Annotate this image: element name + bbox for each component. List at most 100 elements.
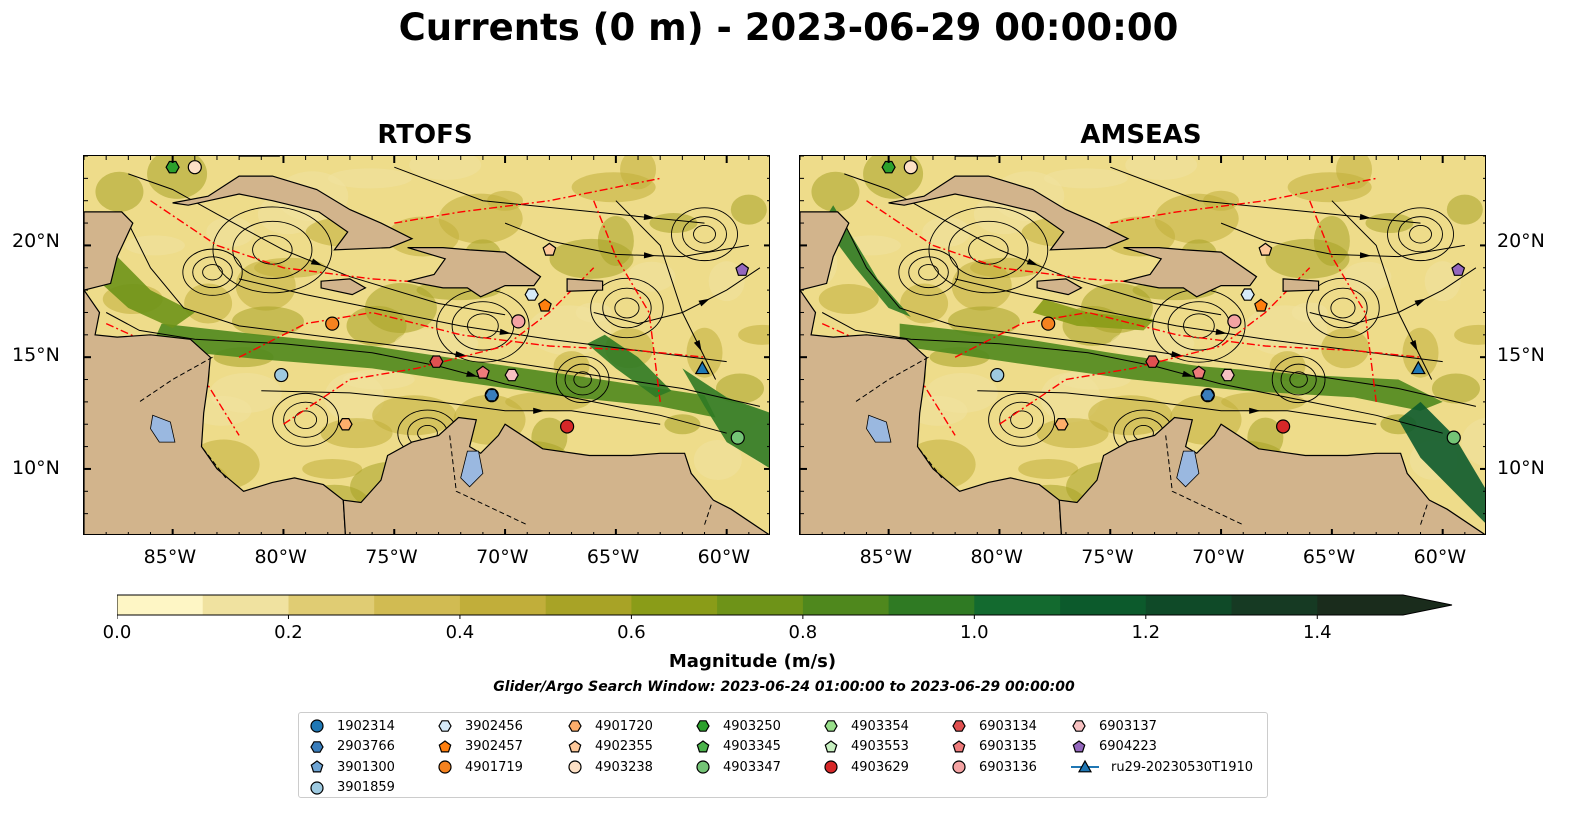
legend-label: 3901300	[337, 759, 395, 775]
colorbar-bin	[888, 595, 975, 615]
legend-item-4903238: 4903238	[567, 757, 653, 777]
colorbar-tick-label: 1.4	[1302, 622, 1332, 643]
pentagon-icon	[952, 739, 966, 752]
float-marker-6903134	[429, 355, 444, 368]
legend-label: 6903137	[1099, 718, 1157, 734]
colorbar-bin	[288, 595, 375, 615]
lon-label-70w-amseas: 70°W	[1192, 546, 1245, 568]
lake-maracaibo	[460, 450, 484, 488]
float-marker-4903250	[881, 160, 896, 174]
float-marker-4901720	[1054, 418, 1069, 431]
float-marker-3902456	[524, 288, 539, 301]
circle-icon	[438, 760, 452, 774]
flow-arrow	[1359, 252, 1372, 259]
colorbar-bin	[374, 595, 461, 615]
hexagon-icon	[568, 720, 582, 732]
colorbar-tick-label: 0.4	[445, 622, 475, 643]
colorbar-outline	[117, 594, 1453, 616]
float-marker-4903347	[730, 430, 745, 445]
flow-arrow	[698, 298, 710, 307]
hexagon-icon	[438, 720, 452, 732]
legend-label: 1902314	[337, 718, 395, 734]
flow-arrow	[499, 328, 511, 335]
circle-icon	[696, 760, 710, 774]
flow-arrow	[1249, 407, 1261, 414]
hexagon-icon	[952, 720, 966, 732]
country-border	[704, 504, 712, 525]
legend-item-4903347: 4903347	[695, 757, 781, 777]
lon-label-60w-amseas: 60°W	[1413, 546, 1467, 568]
colorbar-tick-label: 1.2	[1131, 622, 1161, 643]
colorbar-bin	[1145, 595, 1232, 615]
colorbar-bin	[202, 595, 289, 615]
legend-label: 4902355	[595, 739, 653, 754]
land-puerto-rico	[566, 278, 604, 292]
legend-item-4903553: 4903553	[823, 737, 909, 757]
land-cuba	[172, 175, 414, 251]
lake-maracaibo	[1176, 450, 1200, 488]
circle-icon	[952, 760, 966, 774]
legend-label: 4903553	[851, 739, 909, 754]
circle-icon	[310, 780, 324, 795]
flow-arrow	[310, 258, 323, 266]
float-marker-3902457	[1254, 298, 1268, 312]
colorbar-bin	[545, 595, 632, 615]
float-marker-3901859	[990, 367, 1005, 383]
land-yucatan	[84, 211, 134, 291]
float-marker-6903135	[1191, 365, 1206, 379]
land-hispaniola	[1123, 246, 1258, 298]
triangle-line-icon	[1071, 759, 1099, 773]
legend-item-3901300: 3901300	[309, 757, 395, 777]
float-marker-3902457	[538, 298, 552, 312]
legend-label: 3902457	[465, 739, 523, 754]
legend-item-2903766: 2903766	[309, 737, 395, 757]
colorbar-bin	[1231, 595, 1318, 615]
colorbar-bin	[1317, 595, 1404, 615]
float-marker-6903137	[1220, 368, 1235, 382]
legend: 1902314 2903766 3901300 3901859 3902456 39024…	[298, 712, 1268, 798]
colorbar-extend-arrow	[1403, 595, 1452, 615]
hexagon-icon	[696, 720, 710, 732]
high-current-band	[899, 323, 1443, 411]
flow-arrow	[693, 340, 702, 352]
float-marker-ru29-20230530T1910	[694, 360, 710, 375]
lon-label-65w-amseas: 65°W	[1302, 546, 1356, 568]
axis-ticks	[84, 156, 769, 534]
lake-nicaragua	[150, 414, 176, 443]
flow-arrow	[455, 351, 467, 358]
figure-title: Currents (0 m) - 2023-06-29 00:00:00	[398, 6, 1179, 49]
float-marker-6903136	[511, 314, 526, 329]
hexagon-icon	[1072, 720, 1086, 732]
flow-arrow	[1026, 258, 1039, 266]
hexagon-icon	[824, 720, 838, 732]
pentagon-icon	[568, 739, 582, 752]
float-marker-4903629	[1276, 419, 1291, 434]
legend-label: 6903134	[979, 718, 1037, 734]
lake-nicaragua	[866, 414, 892, 443]
colorbar-bin	[631, 595, 718, 615]
lon-label-80w-amseas: 80°W	[970, 546, 1023, 568]
high-current-band	[150, 323, 716, 418]
legend-label: 2903766	[337, 739, 395, 754]
country-border	[917, 446, 943, 479]
colorbar-tick-label: 0.2	[274, 622, 303, 643]
flow-arrow	[1409, 340, 1418, 352]
lon-label-85w-rtofs: 85°W	[143, 546, 197, 568]
rtofs-map-canvas	[84, 156, 769, 534]
lat-label-10n-right: 10°N	[1497, 457, 1545, 479]
float-marker-ru29-20230530T1910	[1410, 360, 1426, 375]
land-jamaica	[320, 278, 367, 296]
country-border	[855, 356, 929, 403]
amseas-map-canvas	[800, 156, 1485, 534]
float-marker-4903347	[1446, 430, 1461, 445]
flow-arrow	[466, 370, 478, 377]
legend-item-3902457: 3902457	[437, 737, 523, 757]
legend-item-ru29-20230530T1910: ru29-20230530T1910	[1071, 757, 1253, 777]
float-marker-6903134	[1145, 355, 1160, 368]
colorbar-bin	[1060, 595, 1147, 615]
legend-label: ru29-20230530T1910	[1111, 759, 1254, 775]
legend-item-6903135: 6903135	[951, 737, 1037, 757]
lat-label-15n-left: 15°N	[12, 344, 60, 366]
float-marker-6903136	[1227, 314, 1242, 329]
legend-item-4903345: 4903345	[695, 737, 781, 757]
